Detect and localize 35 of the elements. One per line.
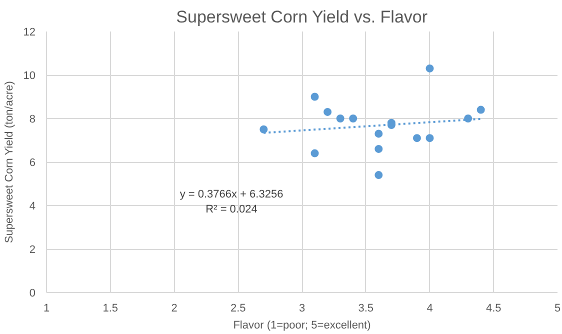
- y-tick-label: 4: [29, 200, 36, 212]
- y-tick-label: 2: [29, 244, 36, 256]
- x-tick-label: 4.5: [486, 302, 502, 314]
- point: [374, 130, 383, 138]
- y-tick-label: 12: [23, 26, 36, 38]
- point: [374, 144, 383, 153]
- point: [324, 108, 332, 116]
- y-axis-title: Supersweet Corn Yield (ton/acre): [3, 81, 16, 244]
- point: [336, 114, 344, 122]
- y-tick-label: 6: [29, 157, 36, 169]
- x-tick-label: 4: [426, 302, 433, 314]
- x-tick-label: 5: [554, 302, 561, 314]
- point: [464, 114, 472, 122]
- x-axis-title: Flavor (1=poor; 5=excellent): [233, 320, 371, 332]
- x-tick-label: 3.5: [358, 302, 374, 314]
- point: [426, 134, 434, 142]
- point: [374, 171, 383, 180]
- annotation: R² = 0.024: [206, 204, 258, 216]
- y-tick-label: 10: [23, 70, 36, 82]
- y-tick-label: 0: [29, 288, 36, 300]
- x-tick-label: 1: [43, 302, 50, 314]
- y-tick-label: 8: [29, 114, 36, 126]
- x-tick-label: 3: [298, 302, 306, 314]
- point: [349, 114, 358, 122]
- point: [412, 134, 421, 142]
- chart-title: Supersweet Corn Yield vs. Flavor: [176, 8, 428, 26]
- annotation: y = 0.3766x + 6.3256: [180, 188, 284, 200]
- x-tick-label: 1.5: [102, 302, 118, 314]
- point: [310, 92, 319, 101]
- point: [310, 149, 319, 158]
- point: [260, 125, 268, 134]
- point: [426, 64, 434, 72]
- x-tick-label: 2.5: [230, 302, 246, 314]
- x-tick-label: 2: [171, 302, 178, 314]
- point: [476, 106, 485, 114]
